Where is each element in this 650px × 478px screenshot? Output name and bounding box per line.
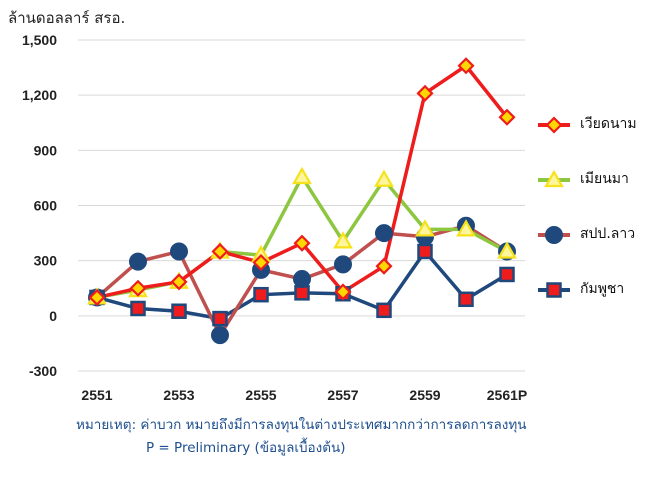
y-tick-label: 600 bbox=[34, 198, 58, 214]
data-point bbox=[211, 326, 229, 345]
data-point bbox=[415, 219, 435, 237]
data-point bbox=[374, 169, 394, 187]
data-point bbox=[497, 241, 517, 259]
x-tick-label: 2553 bbox=[163, 387, 194, 403]
data-point bbox=[458, 291, 474, 308]
data-point bbox=[252, 253, 270, 272]
y-tick-label: 0 bbox=[49, 308, 57, 324]
y-tick-label: 900 bbox=[34, 142, 58, 158]
data-point bbox=[294, 285, 310, 301]
data-point bbox=[457, 57, 475, 75]
data-point bbox=[130, 300, 146, 317]
legend-marker-shape bbox=[545, 116, 563, 134]
data-point bbox=[376, 302, 392, 319]
legend-marker bbox=[544, 169, 564, 188]
legend-marker-shape bbox=[544, 169, 564, 188]
chart-legend: เวียดนามเมียนมาสปป.ลาวกัมพูชา bbox=[538, 110, 648, 330]
data-point bbox=[171, 303, 187, 319]
data-point bbox=[88, 288, 106, 307]
data-point bbox=[170, 273, 188, 291]
data-point bbox=[129, 279, 147, 297]
y-tick-label: 1,500 bbox=[22, 32, 57, 48]
data-point bbox=[375, 257, 393, 275]
data-point bbox=[334, 283, 352, 301]
x-tick-label: 2561P bbox=[487, 387, 527, 403]
legend-item: เมียนมา bbox=[538, 165, 648, 220]
legend-marker bbox=[545, 116, 563, 134]
legend-label: กัมพูชา bbox=[580, 281, 625, 297]
data-point bbox=[375, 224, 393, 243]
data-point bbox=[293, 234, 311, 252]
legend-label: เวียดนาม bbox=[580, 116, 637, 132]
note-line-1: หมายเหตุ: ค่าบวก หมายถึงมีการลงทุนในต่าง… bbox=[76, 417, 527, 433]
data-point bbox=[333, 231, 353, 249]
x-tick-label: 2551 bbox=[81, 387, 112, 403]
data-point bbox=[212, 310, 228, 327]
y-axis-unit-label: ล้านดอลลาร์ สรอ. bbox=[8, 9, 126, 27]
legend-marker bbox=[546, 282, 562, 298]
data-point bbox=[211, 242, 229, 261]
data-point bbox=[292, 166, 312, 185]
note-line-2: P = Preliminary (ข้อมูลเบื้องต้น) bbox=[146, 440, 346, 456]
legend-marker-shape bbox=[545, 226, 563, 244]
x-tick-label: 2555 bbox=[245, 387, 276, 403]
y-tick-label: 300 bbox=[34, 253, 58, 269]
y-tick-label: 1,200 bbox=[22, 87, 57, 103]
data-point bbox=[499, 266, 515, 283]
legend-label: เมียนมา bbox=[580, 171, 629, 187]
chart-notes: หมายเหตุ: ค่าบวก หมายถึงมีการลงทุนในต่าง… bbox=[76, 414, 527, 460]
legend-label: สปป.ลาว bbox=[580, 226, 636, 242]
data-point bbox=[416, 84, 434, 102]
data-point bbox=[253, 286, 269, 303]
y-tick-label: -300 bbox=[29, 363, 57, 379]
x-tick-label: 2559 bbox=[409, 387, 440, 403]
legend-item: กัมพูชา bbox=[538, 275, 648, 330]
data-point bbox=[498, 108, 516, 126]
data-point bbox=[456, 219, 476, 237]
legend-item: เวียดนาม bbox=[538, 110, 648, 165]
data-point bbox=[417, 243, 433, 260]
data-point bbox=[129, 252, 147, 271]
data-point bbox=[334, 255, 352, 274]
x-tick-label: 2557 bbox=[327, 387, 358, 403]
data-point bbox=[170, 242, 188, 261]
legend-marker-shape bbox=[546, 282, 562, 298]
legend-marker bbox=[545, 226, 563, 244]
legend-item: สปป.ลาว bbox=[538, 220, 648, 275]
data-point bbox=[293, 270, 311, 289]
